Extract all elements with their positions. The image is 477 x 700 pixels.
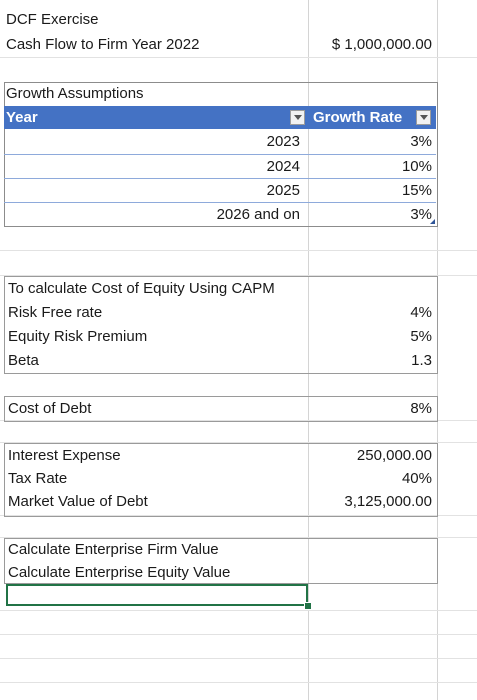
table-row: 2024 10% [0,155,477,178]
rate-cell[interactable]: 15% [401,182,432,199]
beta-row: Beta 1.3 [0,349,477,372]
debt-block-border [4,443,438,517]
row-band [4,202,436,203]
cost-of-debt-row: Cost of Debt 8% [0,397,477,420]
row-band [4,178,436,179]
year-cell[interactable]: 2026 and on [216,206,300,223]
tax-value[interactable]: 40% [401,470,432,487]
risk-free-label[interactable]: Risk Free rate [8,304,103,321]
calc-block-border [4,538,438,584]
interest-label[interactable]: Interest Expense [8,447,121,464]
row-divider [0,515,477,516]
tax-label[interactable]: Tax Rate [8,470,68,487]
table-resize-handle[interactable] [430,219,435,224]
mv-debt-row: Market Value of Debt 3,125,000.00 [0,490,477,513]
capm-title-row: To calculate Cost of Equity Using CAPM [0,277,477,300]
growth-rate-filter-dropdown-icon[interactable] [416,110,431,125]
erp-value[interactable]: 5% [410,328,432,345]
beta-value[interactable]: 1.3 [411,352,432,369]
table-row: 2023 3% [0,130,477,153]
table-row: 2025 15% [0,179,477,202]
row-divider [0,634,477,635]
fill-handle[interactable] [304,602,312,610]
tax-row: Tax Rate 40% [0,467,477,490]
calc-firm-row: Calculate Enterprise Firm Value [0,538,477,561]
mv-debt-value[interactable]: 3,125,000.00 [344,493,432,510]
rate-cell[interactable]: 3% [410,133,432,150]
erp-row: Equity Risk Premium 5% [0,325,477,348]
title-row: DCF Exercise [0,8,477,31]
row-divider [0,658,477,659]
calc-firm-label[interactable]: Calculate Enterprise Firm Value [8,541,219,558]
beta-label[interactable]: Beta [8,352,39,369]
interest-value[interactable]: 250,000.00 [356,447,432,464]
row-divider [0,250,477,251]
row-band [4,154,436,155]
growth-rate-header[interactable]: Growth Rate [313,109,403,126]
row-divider [0,537,477,538]
row-divider [0,57,477,58]
cashflow-label[interactable]: Cash Flow to Firm Year 2022 [6,36,200,53]
cost-of-debt-border [4,396,438,422]
cashflow-row: Cash Flow to Firm Year 2022 $ 1,000,000.… [0,33,477,56]
sheet-title[interactable]: DCF Exercise [6,11,99,28]
row-divider [0,442,477,443]
year-header[interactable]: Year [6,109,38,126]
cost-of-debt-value[interactable]: 8% [410,400,432,417]
capm-title[interactable]: To calculate Cost of Equity Using CAPM [8,280,275,297]
year-cell[interactable]: 2023 [266,133,300,150]
row-divider [0,275,477,276]
row-divider [0,610,477,611]
calc-equity-label[interactable]: Calculate Enterprise Equity Value [8,564,231,581]
capm-block-border [4,276,438,374]
rate-cell[interactable]: 10% [401,158,432,175]
growth-section-row: Growth Assumptions [0,82,477,105]
erp-label[interactable]: Equity Risk Premium [8,328,148,345]
growth-section-label[interactable]: Growth Assumptions [6,85,144,102]
table-row: 2026 and on 3% [0,203,477,226]
risk-free-row: Risk Free rate 4% [0,301,477,324]
interest-row: Interest Expense 250,000.00 [0,444,477,467]
column-divider [308,0,309,700]
cashflow-value[interactable]: $ 1,000,000.00 [331,36,432,53]
mv-debt-label[interactable]: Market Value of Debt [8,493,148,510]
cost-of-debt-label[interactable]: Cost of Debt [8,400,92,417]
calc-equity-row: Calculate Enterprise Equity Value [0,561,477,584]
year-filter-dropdown-icon[interactable] [290,110,305,125]
year-cell[interactable]: 2024 [266,158,300,175]
row-divider [0,682,477,683]
rate-cell[interactable]: 3% [410,206,432,223]
selected-cell[interactable] [6,584,308,606]
year-cell[interactable]: 2025 [266,182,300,199]
row-divider [0,420,477,421]
growth-table-header: Year Growth Rate [4,106,436,129]
risk-free-value[interactable]: 4% [410,304,432,321]
